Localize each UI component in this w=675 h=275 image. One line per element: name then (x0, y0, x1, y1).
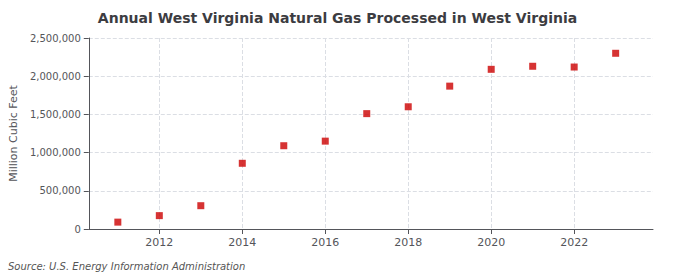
svg-text:2020: 2020 (477, 236, 505, 249)
svg-text:Annual West Virginia Natural G: Annual West Virginia Natural Gas Process… (98, 10, 577, 26)
svg-text:Million Cubic Feet: Million Cubic Feet (7, 84, 20, 181)
svg-text:2012: 2012 (145, 236, 173, 249)
svg-text:1,000,000: 1,000,000 (30, 147, 81, 158)
svg-text:2022: 2022 (560, 236, 588, 249)
svg-text:1,500,000: 1,500,000 (30, 109, 81, 120)
svg-text:Source: U.S. Energy Informatio: Source: U.S. Energy Information Administ… (8, 261, 245, 272)
svg-text:2,000,000: 2,000,000 (30, 71, 81, 82)
svg-text:0: 0 (74, 224, 80, 235)
svg-text:2018: 2018 (394, 236, 422, 249)
svg-text:2,500,000: 2,500,000 (30, 33, 81, 44)
svg-text:500,000: 500,000 (39, 185, 80, 196)
svg-text:2014: 2014 (228, 236, 256, 249)
svg-text:2016: 2016 (311, 236, 339, 249)
